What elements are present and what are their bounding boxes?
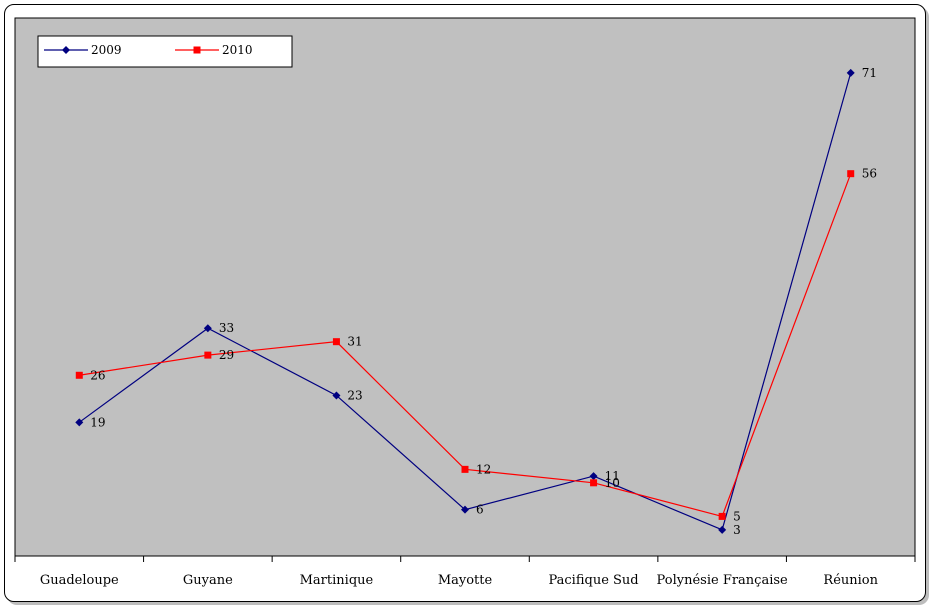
data-point xyxy=(718,512,726,520)
data-point xyxy=(589,472,598,481)
legend-label: 2010 xyxy=(222,43,253,57)
data-point xyxy=(847,170,855,178)
data-label: 31 xyxy=(347,335,362,349)
data-label: 3 xyxy=(733,523,741,537)
data-label: 29 xyxy=(219,348,234,362)
data-label: 23 xyxy=(347,388,362,402)
x-tick-label: Polynésie Française xyxy=(657,573,788,588)
x-tick-label: Guadeloupe xyxy=(40,573,119,588)
x-tick-label: Martinique xyxy=(300,573,374,588)
x-tick-label: Réunion xyxy=(823,573,878,588)
data-point xyxy=(461,505,469,514)
data-point xyxy=(332,391,341,400)
data-label: 71 xyxy=(862,66,877,80)
data-label: 33 xyxy=(219,321,234,335)
data-point xyxy=(846,68,855,77)
data-point xyxy=(203,324,212,333)
series-2010: 26 29 31 12 10 5 56 xyxy=(75,167,877,523)
data-label: 5 xyxy=(733,509,741,523)
x-axis-ticks xyxy=(14,556,916,562)
data-label: 12 xyxy=(476,462,491,476)
legend-box xyxy=(37,35,293,68)
data-point xyxy=(204,351,212,359)
legend-item-2010: 2010 xyxy=(175,43,253,57)
x-tick-label: Mayotte xyxy=(438,573,493,588)
data-label: 56 xyxy=(862,167,877,181)
data-point xyxy=(193,46,201,54)
x-tick-label: Pacifique Sud xyxy=(548,573,638,588)
data-point xyxy=(75,371,83,379)
x-axis-tick-labels: Guadeloupe Guyane Martinique Mayotte Pacifiq… xyxy=(40,573,879,588)
legend: 2009 2010 xyxy=(37,35,293,68)
data-point xyxy=(718,525,727,534)
data-point xyxy=(62,46,70,54)
series-layer: 19 33 23 6 11 3 71 26 29 31 12 10 5 56 xyxy=(75,66,877,537)
data-label: 26 xyxy=(90,368,105,382)
data-point xyxy=(332,338,340,346)
x-tick-label: Guyane xyxy=(183,573,233,588)
legend-label: 2009 xyxy=(91,43,122,57)
data-label: 19 xyxy=(90,415,105,429)
legend-item-2009: 2009 xyxy=(44,43,122,57)
data-point xyxy=(75,418,84,427)
data-label: 11 xyxy=(605,469,620,483)
plot-area xyxy=(14,17,916,557)
series-2009: 19 33 23 6 11 3 71 xyxy=(75,66,877,537)
data-label: 10 xyxy=(605,476,620,490)
data-label: 6 xyxy=(476,503,484,517)
data-point xyxy=(461,465,469,473)
data-point xyxy=(590,479,598,487)
